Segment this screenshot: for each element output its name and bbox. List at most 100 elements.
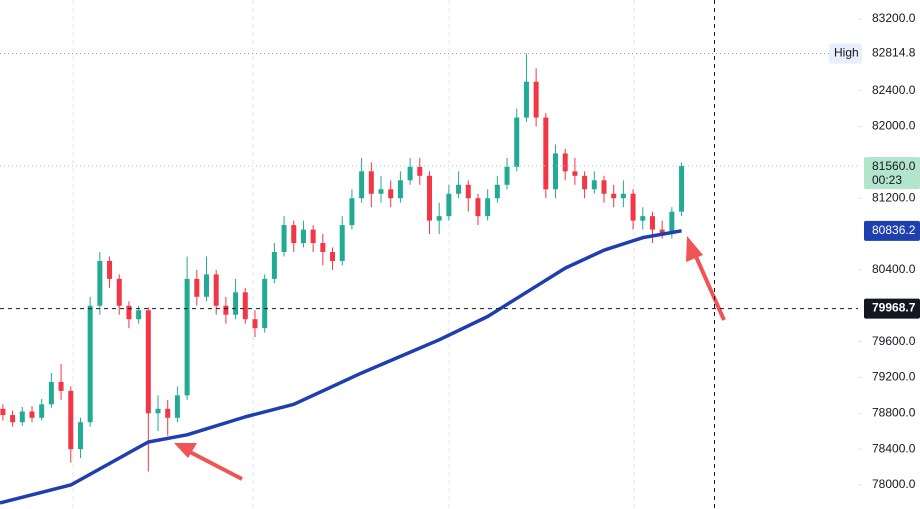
candle-body <box>359 171 365 199</box>
candle-body <box>456 184 462 194</box>
candle-body <box>116 278 122 306</box>
y-tick-label: 79600.0 <box>872 334 916 348</box>
candle-body <box>97 260 103 306</box>
candle-body <box>562 153 568 172</box>
y-tick-label: 82000.0 <box>872 119 916 133</box>
candle-body <box>330 251 336 261</box>
candle-body <box>591 180 597 190</box>
high-badge <box>829 43 862 64</box>
y-tick-label: 82400.0 <box>872 83 916 97</box>
candle-body <box>87 305 93 423</box>
candle-body <box>494 184 500 199</box>
candle-body <box>388 189 394 199</box>
candle-body <box>77 422 83 450</box>
candle-body <box>10 415 16 423</box>
arrow-shaft <box>692 251 726 321</box>
candle-body <box>213 274 219 306</box>
candle-body <box>533 81 539 118</box>
candle-body <box>523 81 529 118</box>
high-badge-label: High <box>834 46 859 60</box>
candle-body <box>475 198 481 217</box>
y-tick-label: 78400.0 <box>872 441 916 455</box>
candle-body <box>553 153 559 190</box>
candle-body <box>242 292 248 320</box>
candle-body <box>233 292 239 315</box>
candle-body <box>543 117 549 190</box>
candle-body <box>320 243 326 252</box>
candle-body <box>485 198 491 217</box>
crosshair-badge <box>864 298 920 319</box>
candle-body <box>572 171 578 176</box>
candle-body <box>397 180 403 199</box>
y-tick-label: 78000.0 <box>872 477 916 491</box>
candle-body <box>165 408 171 418</box>
candle-body <box>679 165 685 212</box>
candle-body <box>136 310 142 320</box>
candle-body <box>446 193 452 217</box>
y-tick-label: 83200.0 <box>872 11 916 25</box>
ma-badge <box>864 220 920 241</box>
candle-body <box>504 166 510 185</box>
candle-body <box>184 278 190 396</box>
candle-body <box>339 225 345 261</box>
candle-body <box>368 171 374 194</box>
candle-body <box>669 211 675 235</box>
candle-body <box>252 319 258 329</box>
candle-body <box>194 278 200 297</box>
arrow <box>174 443 243 481</box>
candle-body <box>39 404 45 418</box>
candle-body <box>407 166 413 181</box>
y-tick-label: 79200.0 <box>872 370 916 384</box>
candle-body <box>68 390 74 450</box>
candle-body <box>281 225 287 252</box>
candle-body <box>659 229 665 235</box>
candle-body <box>426 175 432 221</box>
last-price-badge <box>864 156 920 189</box>
moving-average <box>0 229 682 505</box>
arrow <box>686 236 726 321</box>
y-tick-label: 80400.0 <box>872 262 916 276</box>
candle-body <box>271 251 277 279</box>
candle-body <box>640 216 646 221</box>
candle-body <box>262 278 268 329</box>
candle-body <box>58 381 64 391</box>
candle-body <box>465 184 471 199</box>
crosshair-label: 79968.7 <box>872 301 916 315</box>
last-price-label: 81560.0 <box>872 159 916 173</box>
high-badge-value: 82814.8 <box>872 46 916 60</box>
plot: 78000.0 78400.0 78800.0 79200.0 79600.0 80400… <box>0 11 916 505</box>
candle-body <box>310 229 316 244</box>
candle-body <box>582 175 588 190</box>
candle-body <box>300 229 306 244</box>
candle-body <box>204 274 210 297</box>
candle-body <box>0 408 6 416</box>
candle-body <box>620 193 626 199</box>
candle-body <box>145 310 151 414</box>
candle-body <box>378 189 384 194</box>
candle-body <box>291 225 297 244</box>
candle-body <box>155 408 161 414</box>
candle-body <box>417 166 423 176</box>
candle-body <box>48 381 54 405</box>
ma-badge-value: 80836.2 <box>872 223 916 237</box>
candle-body <box>436 216 442 221</box>
candle-body <box>29 411 35 418</box>
candle-body <box>126 305 132 320</box>
candle-body <box>649 216 655 230</box>
candle-body <box>223 305 229 315</box>
candle-body <box>601 180 607 194</box>
candle-body <box>630 193 636 221</box>
arrow-head <box>686 236 703 262</box>
arrow-head <box>174 443 197 458</box>
candle-body <box>611 193 617 199</box>
candle-body <box>349 198 355 226</box>
y-tick-label: 78800.0 <box>872 405 916 419</box>
y-tick-label: 81200.0 <box>872 190 916 204</box>
candle-body <box>174 395 180 418</box>
candle-body <box>107 260 113 279</box>
candle-body <box>514 117 520 167</box>
countdown: 00:23 <box>872 173 902 187</box>
arrow-shaft <box>187 449 243 481</box>
candle-body <box>19 411 25 423</box>
